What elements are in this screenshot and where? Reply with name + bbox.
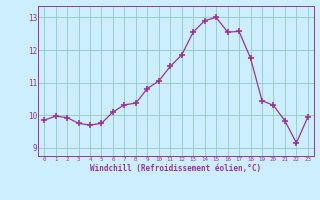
X-axis label: Windchill (Refroidissement éolien,°C): Windchill (Refroidissement éolien,°C) [91,164,261,173]
